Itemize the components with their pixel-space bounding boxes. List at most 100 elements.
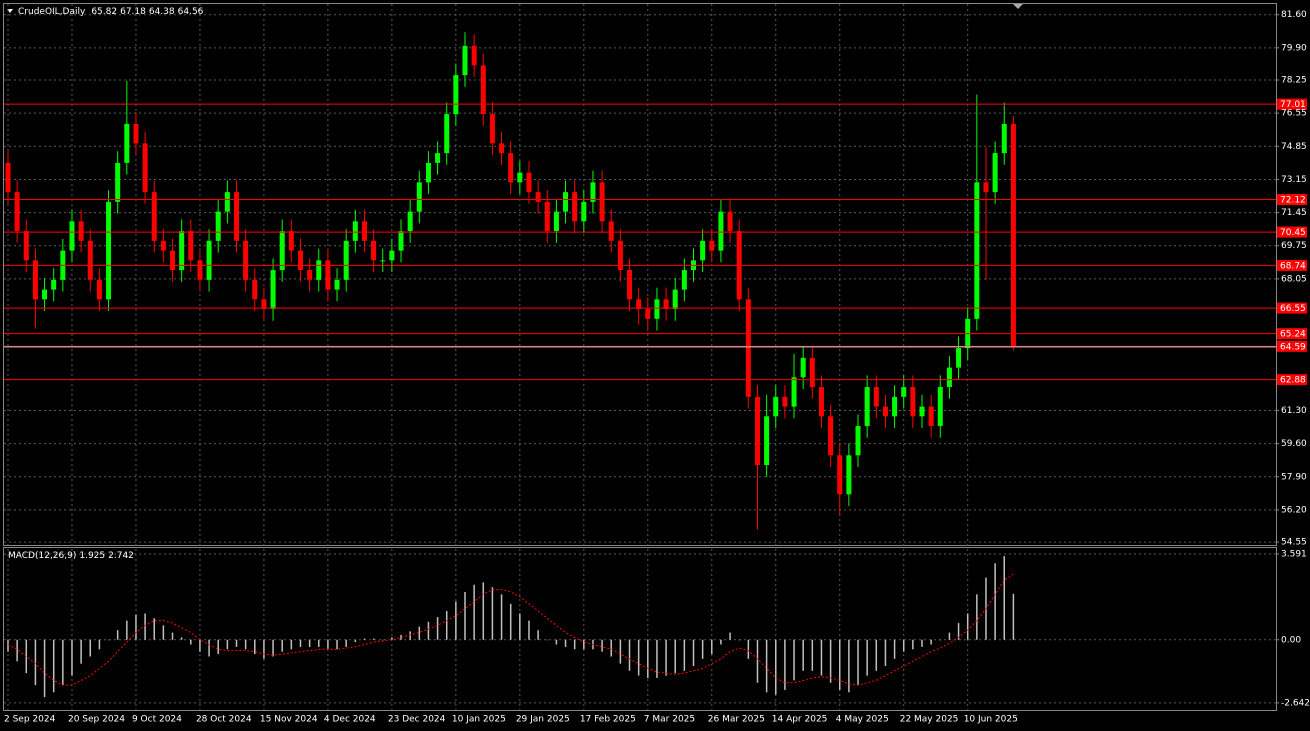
- macd-bar: [80, 639, 82, 664]
- candle-body: [910, 387, 916, 417]
- candle-body: [380, 260, 386, 262]
- candle-body: [425, 162, 431, 183]
- candle-body: [681, 270, 687, 290]
- level-label: 70.45: [1280, 228, 1306, 238]
- macd-bar: [500, 594, 503, 640]
- candle-body: [407, 211, 413, 232]
- header-value: CrudeOIL,Daily: [18, 7, 86, 17]
- macd-bar: [665, 639, 667, 676]
- macd-bar: [939, 639, 942, 641]
- candle-body: [435, 153, 441, 163]
- macd-bar: [153, 618, 155, 640]
- level-label: 66.55: [1280, 304, 1306, 314]
- macd-bar: [281, 639, 283, 652]
- macd-bar: [89, 639, 92, 657]
- candle-body: [901, 387, 907, 397]
- macd-bar: [994, 563, 996, 640]
- macd-bar: [318, 639, 320, 647]
- candle-body: [627, 270, 633, 300]
- macd-bar: [455, 601, 457, 640]
- level-label: 72.12: [1280, 196, 1306, 206]
- candle-body: [828, 416, 834, 456]
- candle-body: [535, 192, 541, 202]
- x-tick-label: 17 Feb 2025: [580, 715, 636, 725]
- macd-bar: [930, 639, 932, 645]
- macd-bar: [491, 587, 494, 640]
- candle-body: [124, 123, 130, 163]
- candle-body: [160, 240, 166, 251]
- candle-body: [151, 192, 157, 241]
- macd-bar: [199, 639, 201, 652]
- candle-body: [700, 240, 706, 261]
- y-tick-label: 68.05: [1281, 274, 1307, 284]
- x-tick-label: 22 May 2025: [900, 715, 959, 725]
- candle-body: [215, 211, 221, 241]
- candle-body: [206, 240, 212, 280]
- candle-body: [5, 162, 11, 193]
- macd-bar: [756, 639, 759, 683]
- candle-body: [499, 143, 505, 154]
- macd-bar: [619, 639, 622, 664]
- macd-bar: [126, 620, 128, 640]
- macd-bar: [829, 639, 832, 683]
- macd-bar: [637, 639, 640, 676]
- macd-bar: [381, 639, 384, 641]
- level-tag: [1277, 328, 1307, 340]
- macd-bar: [884, 639, 887, 667]
- candle-body: [745, 299, 751, 397]
- macd-panel-frame: [3, 547, 1277, 711]
- macd-bar: [263, 639, 265, 659]
- macd-bar: [190, 639, 192, 645]
- macd-bar: [327, 639, 329, 650]
- macd-bar: [683, 639, 686, 671]
- level-label: 77.01: [1280, 100, 1306, 110]
- candle-body: [288, 231, 294, 251]
- y-tick-label: -2.642: [1281, 698, 1310, 708]
- candle-body: [480, 65, 486, 115]
- macd-bar: [372, 638, 375, 640]
- indicator-value: 1.925: [79, 551, 105, 561]
- candle-body: [279, 231, 285, 271]
- candle-body: [188, 231, 194, 261]
- header-value: 65.82: [91, 7, 117, 17]
- level-tag: [1277, 98, 1307, 110]
- macd-bar: [957, 623, 960, 640]
- chart-header: CrudeOIL,Daily 65.82 67.18 64.38 64.56: [18, 7, 204, 17]
- candle-body: [371, 240, 377, 261]
- macd-bar: [948, 632, 951, 640]
- candle-body: [352, 221, 358, 241]
- macd-bar: [784, 639, 786, 690]
- macd-bar: [107, 639, 110, 641]
- candle-body: [14, 192, 20, 232]
- macd-bar: [1012, 593, 1015, 640]
- macd-bar: [528, 620, 530, 640]
- macd-bar: [537, 630, 539, 640]
- candle-body: [489, 114, 495, 144]
- candle-body: [343, 240, 349, 280]
- candle-body: [654, 299, 660, 319]
- level-tag: [1277, 259, 1307, 271]
- macd-bar: [71, 639, 73, 676]
- candle-body: [416, 182, 422, 212]
- macd-bar: [747, 639, 750, 659]
- candle-body: [892, 396, 898, 417]
- macd-bar: [701, 639, 704, 659]
- macd-bar: [811, 639, 814, 671]
- candle-body: [32, 260, 38, 300]
- candle-body: [316, 260, 322, 280]
- candle-body: [764, 416, 770, 466]
- candle-body: [937, 387, 943, 427]
- level-tag: [1277, 226, 1307, 238]
- candle-body: [23, 231, 29, 261]
- candle-body: [508, 153, 514, 183]
- macd-bar: [711, 639, 713, 655]
- candle-body: [96, 279, 102, 300]
- macd-bar: [116, 630, 119, 640]
- candle-body: [261, 299, 267, 310]
- macd-bar: [509, 603, 512, 640]
- macd-bar: [299, 639, 302, 647]
- macd-bar: [902, 639, 905, 652]
- macd-bar: [857, 639, 859, 686]
- x-tick-label: 7 Mar 2025: [644, 715, 695, 725]
- labels: 81.60 79.90 78.25 76.55 74.85 73.15 71.45 69.75…: [4, 7, 1310, 725]
